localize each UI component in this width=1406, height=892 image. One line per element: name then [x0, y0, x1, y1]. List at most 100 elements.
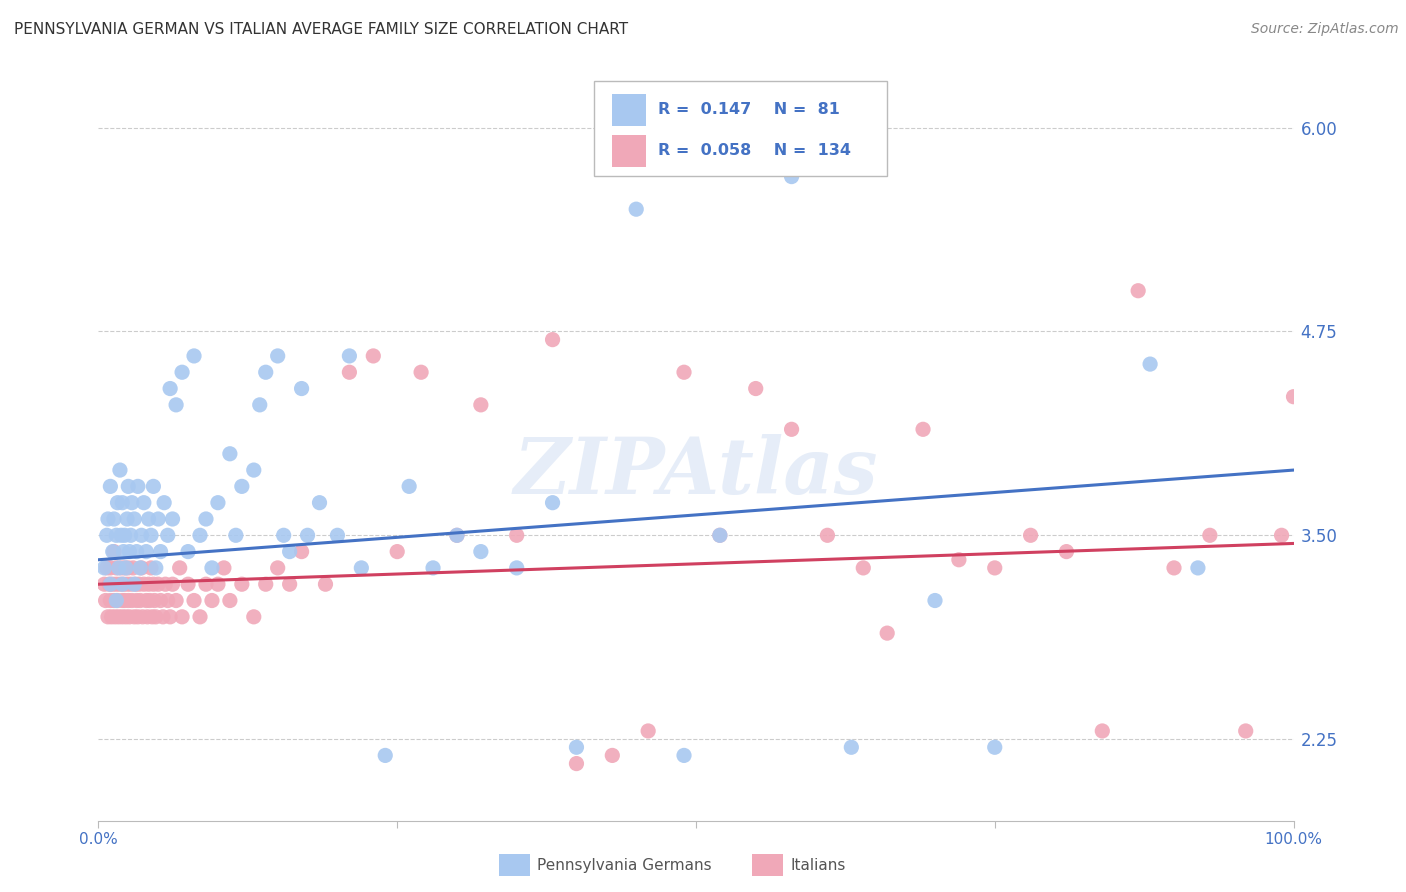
- Point: [111, 610, 134, 624]
- Point: [136, 610, 159, 624]
- Point: [385, 544, 409, 558]
- Point: [626, 202, 648, 217]
- Point: [155, 577, 177, 591]
- Point: [815, 528, 838, 542]
- Point: [637, 723, 659, 738]
- Point: [273, 528, 295, 542]
- Point: [172, 365, 194, 379]
- Point: [156, 528, 179, 542]
- Point: [117, 561, 139, 575]
- Point: [363, 349, 385, 363]
- Point: [162, 512, 184, 526]
- Point: [841, 740, 863, 755]
- Point: [188, 528, 211, 542]
- Point: [207, 577, 229, 591]
- Point: [103, 593, 125, 607]
- Point: [100, 610, 122, 624]
- Point: [1163, 561, 1185, 575]
- Point: [188, 610, 211, 624]
- Point: [254, 577, 277, 591]
- Point: [602, 748, 624, 763]
- Point: [127, 610, 149, 624]
- FancyBboxPatch shape: [595, 81, 887, 177]
- Point: [506, 561, 529, 575]
- Point: [541, 333, 564, 347]
- Point: [148, 512, 170, 526]
- Point: [138, 512, 160, 526]
- Point: [709, 528, 731, 542]
- Point: [374, 748, 396, 763]
- Point: [876, 626, 898, 640]
- Point: [135, 593, 157, 607]
- Point: [565, 756, 588, 771]
- Text: R =  0.058    N =  134: R = 0.058 N = 134: [658, 143, 851, 158]
- Point: [132, 496, 155, 510]
- Text: Pennsylvania Germans: Pennsylvania Germans: [537, 858, 711, 872]
- Point: [93, 561, 115, 575]
- Point: [98, 577, 121, 591]
- Point: [852, 561, 875, 575]
- Point: [117, 479, 139, 493]
- Point: [1187, 561, 1209, 575]
- Point: [780, 169, 803, 184]
- Point: [97, 610, 120, 624]
- Point: [96, 528, 118, 542]
- Point: [115, 512, 138, 526]
- Point: [103, 512, 125, 526]
- Point: [141, 610, 163, 624]
- Point: [267, 561, 290, 575]
- Point: [118, 610, 141, 624]
- Point: [1271, 528, 1294, 542]
- Point: [315, 577, 337, 591]
- Point: [98, 561, 122, 575]
- Point: [105, 561, 128, 575]
- Point: [114, 528, 136, 542]
- Point: [98, 577, 122, 591]
- Point: [105, 593, 128, 607]
- Point: [780, 422, 803, 436]
- Point: [94, 593, 117, 607]
- Point: [195, 577, 218, 591]
- Point: [125, 593, 148, 607]
- Point: [1056, 544, 1078, 558]
- Point: [162, 577, 184, 591]
- Bar: [613, 135, 645, 167]
- Point: [132, 577, 155, 591]
- Point: [219, 447, 242, 461]
- Point: [139, 561, 162, 575]
- Point: [111, 577, 134, 591]
- Point: [446, 528, 468, 542]
- Point: [105, 577, 128, 591]
- Point: [114, 561, 136, 575]
- Point: [145, 610, 167, 624]
- Point: [165, 398, 187, 412]
- Point: [117, 593, 139, 607]
- Point: [231, 479, 253, 493]
- Point: [142, 479, 165, 493]
- Point: [139, 593, 162, 607]
- Point: [422, 561, 444, 575]
- Point: [911, 422, 934, 436]
- Point: [231, 577, 253, 591]
- Point: [120, 528, 142, 542]
- Point: [125, 544, 148, 558]
- Point: [470, 544, 492, 558]
- Point: [201, 593, 224, 607]
- Point: [124, 512, 146, 526]
- Point: [177, 577, 200, 591]
- Point: [1091, 723, 1114, 738]
- Point: [114, 593, 136, 607]
- Point: [152, 610, 174, 624]
- Point: [131, 610, 153, 624]
- Point: [225, 528, 247, 542]
- Point: [98, 593, 122, 607]
- Point: [122, 561, 145, 575]
- Point: [291, 382, 314, 396]
- Point: [108, 577, 131, 591]
- Point: [470, 398, 492, 412]
- Point: [350, 561, 373, 575]
- Point: [142, 577, 165, 591]
- Point: [291, 544, 314, 558]
- Point: [1282, 390, 1305, 404]
- Point: [108, 463, 131, 477]
